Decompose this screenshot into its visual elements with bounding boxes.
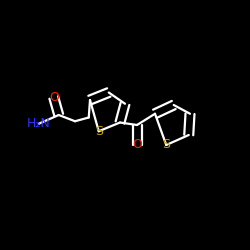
Text: O: O [49, 91, 59, 104]
Text: O: O [132, 138, 142, 151]
Text: S: S [95, 125, 103, 138]
Text: S: S [162, 138, 170, 151]
Text: H₂N: H₂N [27, 117, 50, 130]
